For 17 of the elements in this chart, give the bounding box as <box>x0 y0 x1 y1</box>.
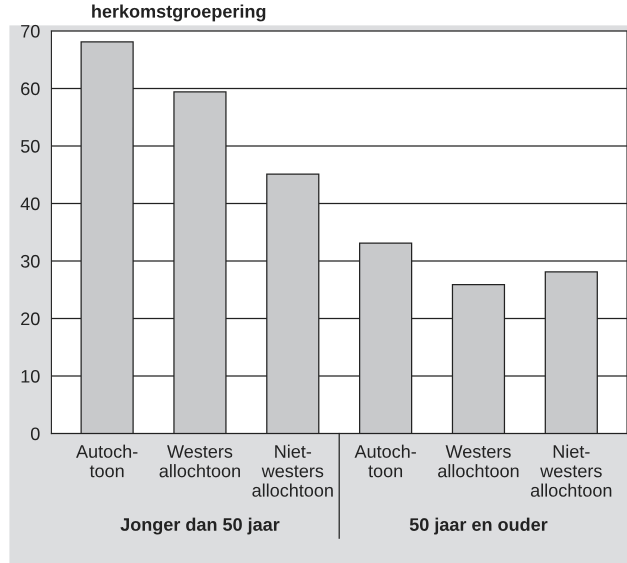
text: 50 jaar en ouder <box>410 518 548 535</box>
y-tick-label: 20 <box>21 312 40 326</box>
x-tick-label: Autoch- toon <box>354 444 416 478</box>
y-tick-label: 50 <box>20 140 40 153</box>
x-tick-label: Niet- westers allochtoon <box>530 444 612 497</box>
x-tick-label: Westers allochtoon <box>438 445 518 478</box>
x-tick-label: Autoch- toon <box>76 444 138 478</box>
y-tick-label: 30 <box>20 254 40 268</box>
y-tick-label: 70 <box>21 24 40 38</box>
y-tick-label: 0 <box>30 427 40 440</box>
x-tick-label: Westers allochtoon <box>160 445 240 478</box>
y-tick-label: 60 <box>21 82 40 96</box>
chart-title: herkomstgroepering <box>92 4 266 22</box>
x-tick-label: Niet- westers allochtoon <box>252 444 333 497</box>
y-tick-label: 10 <box>22 370 40 383</box>
y-tick-label: 40 <box>20 197 40 210</box>
text: Jonger dan 50 jaar <box>120 518 280 535</box>
